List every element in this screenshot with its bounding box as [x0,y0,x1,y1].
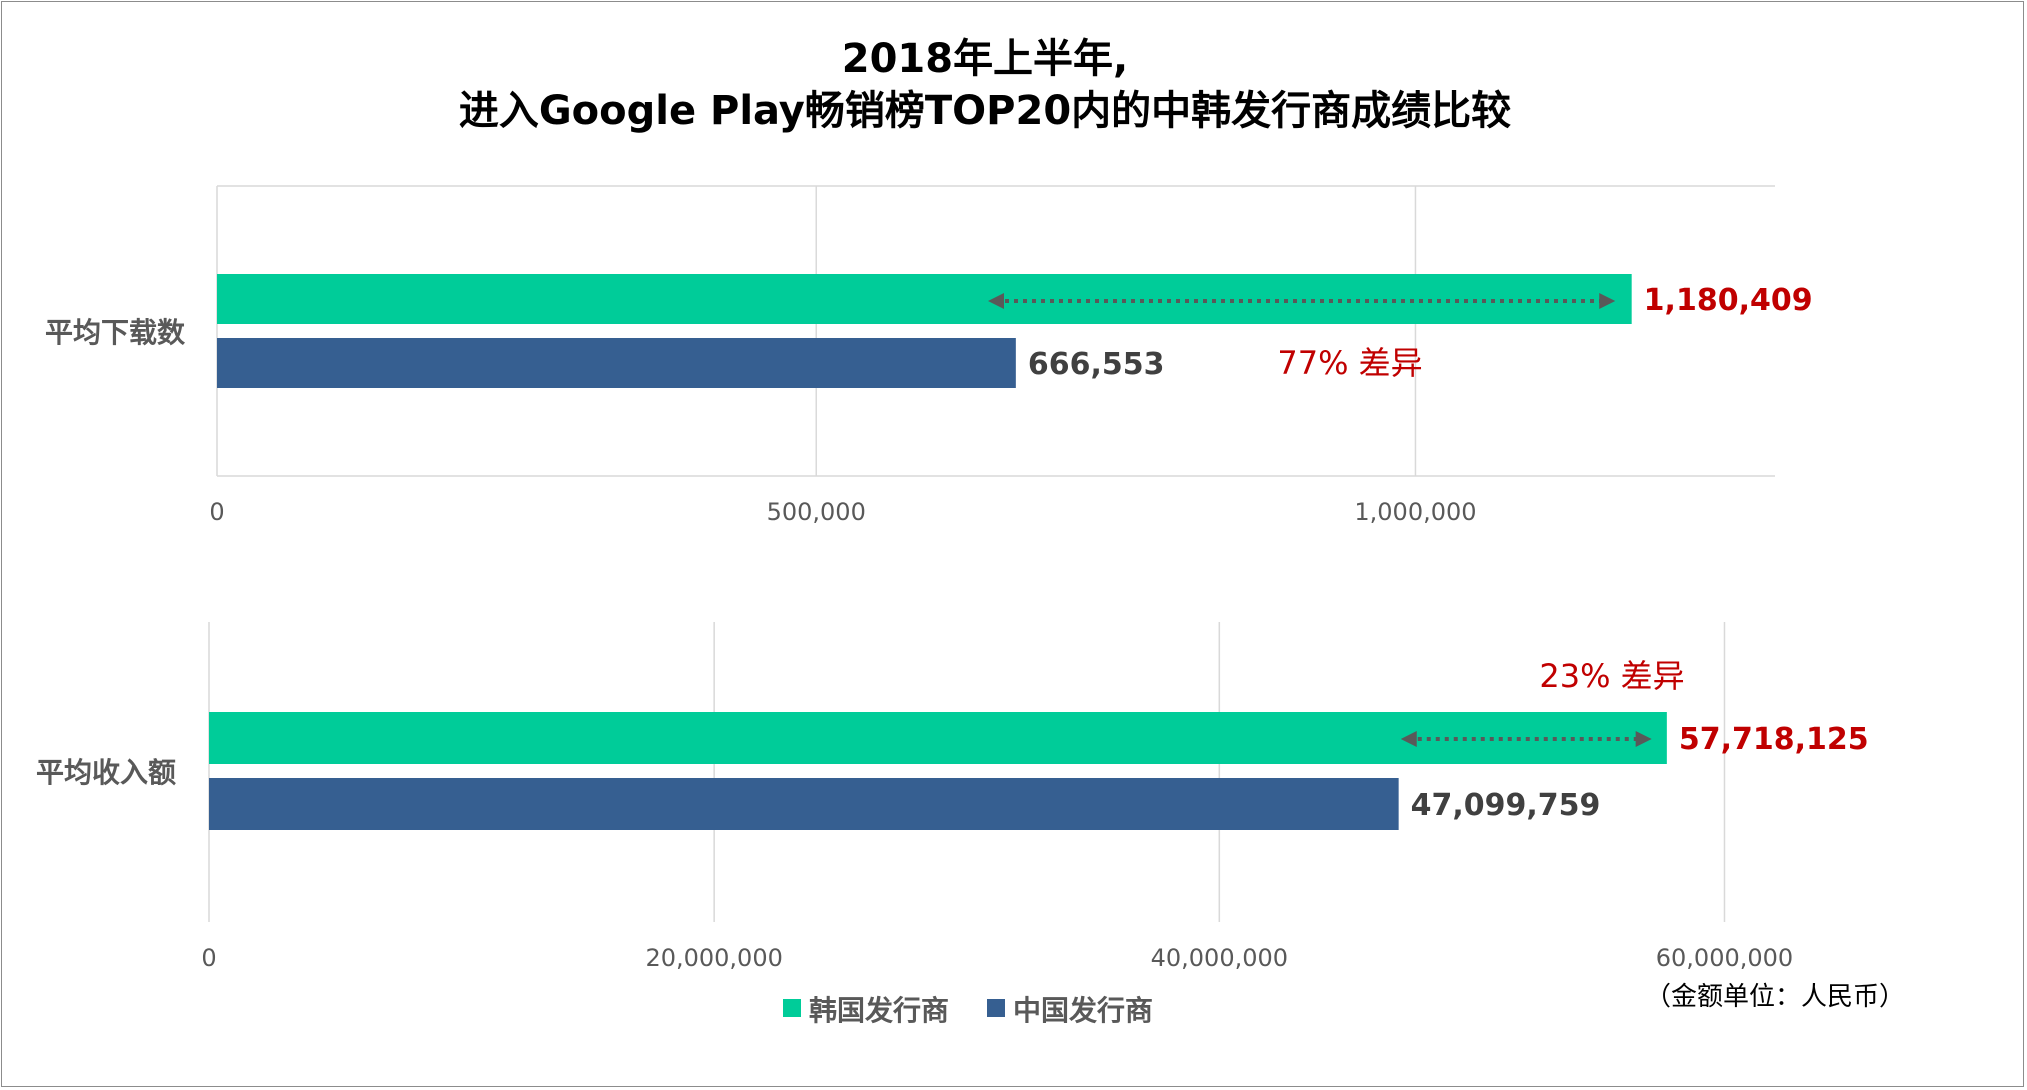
category-label: 平均收入额 [36,756,176,789]
chart-panel-1: 0 500,000 1,000,000 平均下载数 1,180,409 666,553 77… [45,185,1813,526]
chart-panel-2: 0 20,000,000 40,000,000 60,000,000 平均收入额 57,7… [36,622,1869,972]
legend-swatch [783,999,801,1017]
unit-note: （金额单位：人民币） [1645,982,1905,1012]
x-tick-label: 0 [201,944,216,972]
x-tick-label: 500,000 [767,498,866,526]
chart-title-line2: 进入Google Play畅销榜TOP20内的中韩发行商成绩比较 [459,88,1511,134]
x-tick-label: 40,000,000 [1151,944,1288,972]
difference-annotation: 23% 差异 [1539,657,1684,695]
x-tick-label: 0 [209,498,224,526]
difference-annotation: 77% 差异 [1277,344,1422,382]
x-tick-label: 20,000,000 [645,944,782,972]
legend: 韩国发行商 中国发行商 [783,994,1153,1027]
data-label: 1,180,409 [1644,283,1813,318]
x-tick-label: 1,000,000 [1354,498,1476,526]
data-label: 57,718,125 [1679,722,1869,757]
legend-label: 韩国发行商 [809,994,949,1027]
bar-china [217,338,1016,388]
data-label: 666,553 [1028,347,1165,382]
legend-swatch [987,999,1005,1017]
legend-label: 中国发行商 [1013,994,1153,1027]
bar-china [209,778,1399,830]
category-label: 平均下载数 [45,316,186,349]
x-tick-label: 60,000,000 [1656,944,1793,972]
data-label: 47,099,759 [1411,788,1601,823]
chart-title-line1: 2018年上半年, [842,36,1129,82]
